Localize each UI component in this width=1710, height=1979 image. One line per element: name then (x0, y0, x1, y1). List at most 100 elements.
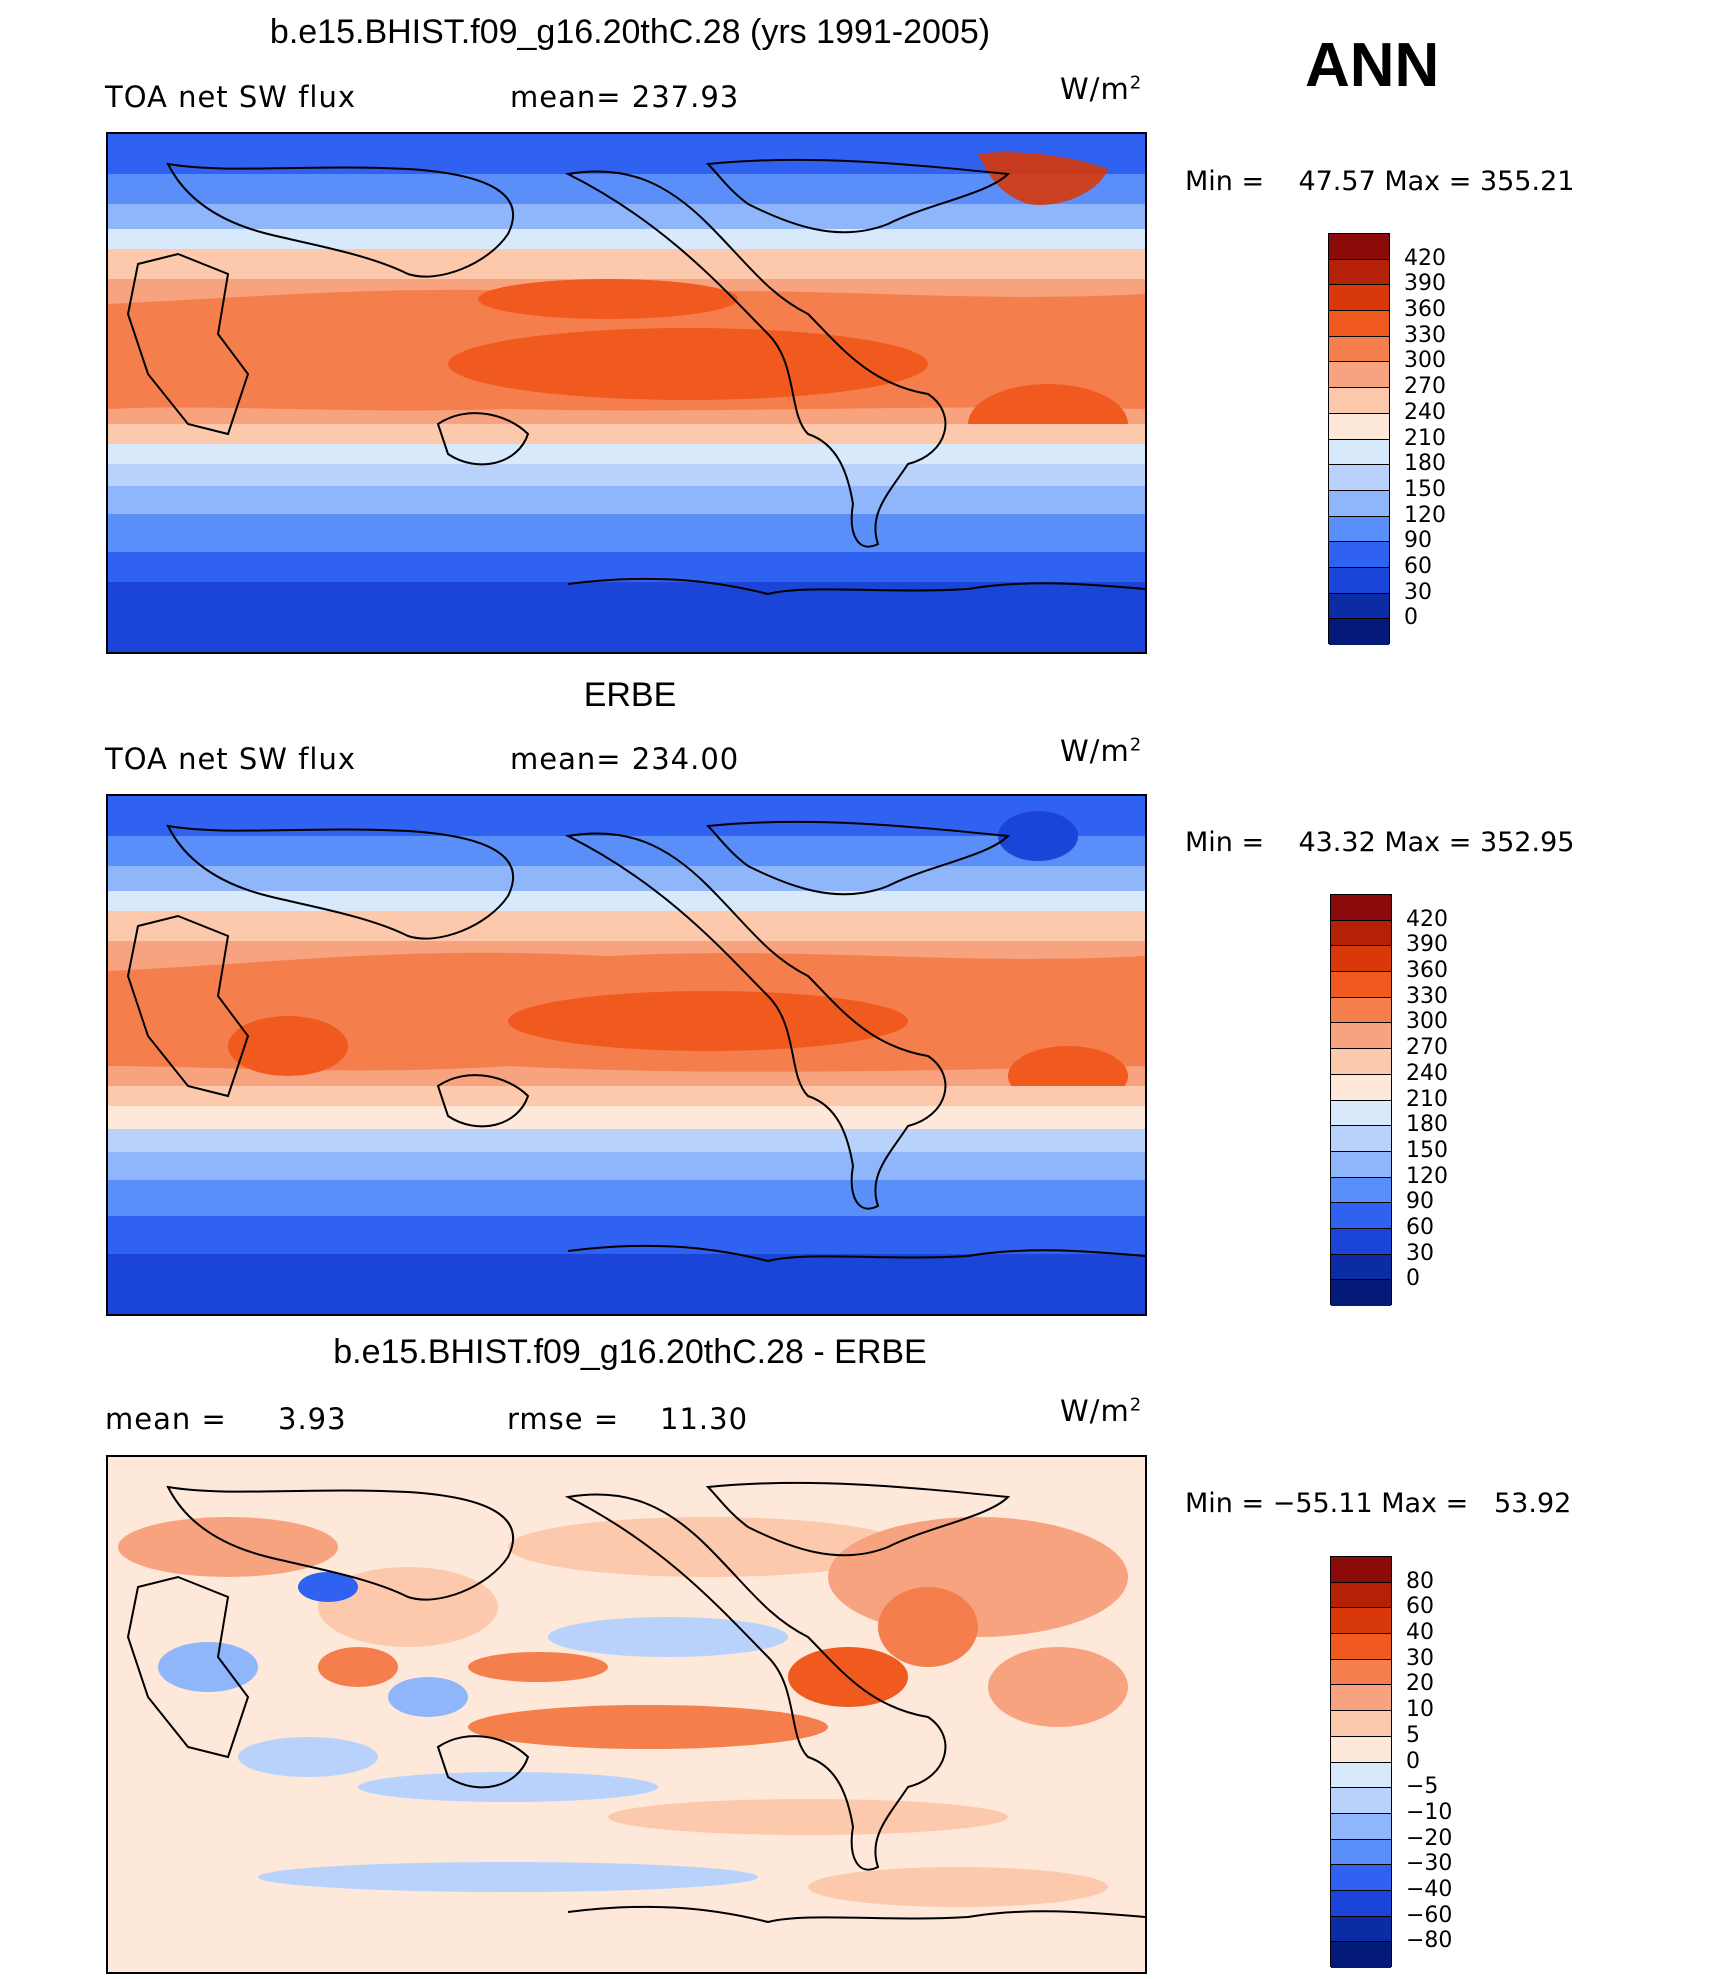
colorbar-swatch (1329, 490, 1389, 517)
colorbar-swatch (1331, 1659, 1391, 1686)
colorbar-tick-label: −5 (1406, 1774, 1439, 1800)
colorbar-swatch (1331, 946, 1391, 973)
panel-2-variable-label: TOA net SW flux (105, 742, 357, 776)
panel-1-map (106, 132, 1147, 654)
panel-3-map (106, 1455, 1147, 1974)
colorbar-swatch (1329, 593, 1389, 620)
colorbar-tick-label: 30 (1406, 1240, 1434, 1266)
colorbar-swatch (1331, 1557, 1391, 1583)
colorbar-tick-label: 420 (1404, 245, 1446, 271)
colorbar-tick-label: 180 (1406, 1112, 1448, 1138)
colorbar-tick-label: 30 (1404, 579, 1432, 605)
panel-2-title: ERBE (583, 676, 677, 714)
colorbar-swatch (1329, 465, 1389, 491)
colorbar-swatch (1331, 972, 1391, 998)
colorbar-swatch (1331, 1074, 1391, 1101)
difference-map (108, 1457, 1145, 1972)
colorbar-swatch (1331, 1126, 1391, 1152)
colorbar-tick-label: 150 (1404, 476, 1446, 502)
colorbar-tick-label: 270 (1406, 1035, 1448, 1061)
colorbar-tick-label: 120 (1406, 1163, 1448, 1189)
panel-1-units: W/m2 (1060, 72, 1143, 106)
colorbar-swatch (1331, 1100, 1391, 1127)
colorbar-tick-label: 120 (1404, 502, 1446, 528)
colorbar-tick-label: 390 (1406, 932, 1448, 958)
colorbar-swatch (1331, 1634, 1391, 1660)
colorbar-tick-label: 210 (1404, 425, 1446, 451)
season-label: ANN (1305, 31, 1440, 100)
colorbar-swatch (1329, 285, 1389, 312)
colorbar-tick-label: 60 (1406, 1594, 1434, 1620)
colorbar-tick-label: 360 (1406, 958, 1448, 984)
colorbar-tick-label: 300 (1406, 1009, 1448, 1035)
colorbar-swatch (1331, 1203, 1391, 1229)
colorbar-swatch (1331, 895, 1391, 921)
colorbar-swatch (1329, 516, 1389, 543)
colorbar-swatch (1331, 1685, 1391, 1712)
colorbar-swatch (1331, 1813, 1391, 1840)
panel-3-mean-label: mean = (105, 1402, 227, 1436)
colorbar-tick-label: 300 (1404, 348, 1446, 374)
colorbar-swatch (1329, 439, 1389, 466)
colorbar-swatch (1331, 1177, 1391, 1204)
panel-3-minmax: Min = −55.11 Max = 53.92 (1185, 1488, 1572, 1519)
colorbar-swatch (1329, 388, 1389, 414)
panel-1-mean-label: mean= 237.93 (510, 80, 740, 114)
colorbar-tick-label: 90 (1404, 528, 1432, 554)
panel-3-title: b.e15.BHIST.f09_g16.20thC.28 - ERBE (333, 1333, 927, 1371)
colorbar-tick-label: −60 (1406, 1902, 1453, 1928)
colorbar-tick-label: 240 (1406, 1060, 1448, 1086)
colorbar-swatch (1331, 1762, 1391, 1789)
colorbar-tick-label: 60 (1406, 1214, 1434, 1240)
colorbar-tick-label: 40 (1406, 1620, 1434, 1646)
colorbar-tick-label: 180 (1404, 451, 1446, 477)
colorbar-swatch (1331, 1608, 1391, 1635)
colorbar-tick-label: −30 (1406, 1851, 1453, 1877)
panel-3-units: W/m2 (1060, 1394, 1143, 1428)
colorbar-tick-label: −80 (1406, 1928, 1453, 1954)
colorbar-swatch (1331, 920, 1391, 947)
colorbar-tick-label: 210 (1406, 1086, 1448, 1112)
colorbar-tick-label: 330 (1404, 322, 1446, 348)
panel-2-map (106, 794, 1147, 1316)
colorbar-swatch (1329, 336, 1389, 363)
colorbar-swatch (1331, 1839, 1391, 1866)
colorbar-swatch (1329, 259, 1389, 286)
colorbar-tick-label: 390 (1404, 271, 1446, 297)
colorbar-tick-label: 20 (1406, 1671, 1434, 1697)
panel-1-title: b.e15.BHIST.f09_g16.20thC.28 (yrs 1991-2… (269, 13, 991, 51)
colorbar-swatch (1331, 1151, 1391, 1178)
colorbar-tick-label: 10 (1406, 1697, 1434, 1723)
colorbar-swatch (1331, 1254, 1391, 1281)
panel-2-minmax: Min = 43.32 Max = 352.95 (1185, 827, 1575, 858)
panel-2-units: W/m2 (1060, 734, 1143, 768)
colorbar-swatch (1331, 1049, 1391, 1075)
colorbar-swatch (1329, 362, 1389, 389)
colorbar-tick-label: 150 (1406, 1137, 1448, 1163)
colorbar-swatch (1331, 997, 1391, 1024)
colorbar-swatch (1331, 1023, 1391, 1050)
colorbar-swatch (1329, 567, 1389, 594)
colorbar-tick-label: 0 (1404, 605, 1418, 631)
colorbar-swatch (1329, 413, 1389, 440)
colorbar-swatch (1331, 1280, 1391, 1306)
colorbar-swatch (1331, 1711, 1391, 1737)
colorbar-tick-label: 240 (1404, 399, 1446, 425)
obs-flux-map (108, 796, 1145, 1314)
panel-1-minmax: Min = 47.57 Max = 355.21 (1185, 166, 1575, 197)
colorbar-swatch (1331, 1865, 1391, 1891)
colorbar-tick-label: 330 (1406, 983, 1448, 1009)
colorbar-tick-label: 360 (1404, 297, 1446, 323)
panel-2-mean-label: mean= 234.00 (510, 742, 740, 776)
colorbar-tick-label: −10 (1406, 1799, 1453, 1825)
colorbar-swatch (1329, 542, 1389, 568)
colorbar-swatch (1329, 311, 1389, 337)
colorbar-tick-label: 270 (1404, 374, 1446, 400)
colorbar-tick-label: 0 (1406, 1266, 1420, 1292)
panel-1-colorbar (1328, 233, 1390, 645)
colorbar-swatch (1331, 1228, 1391, 1255)
colorbar-tick-label: 60 (1404, 553, 1432, 579)
panel-3-rmse-label: rmse = (507, 1402, 620, 1436)
model-flux-map (108, 134, 1145, 652)
panel-2-colorbar (1330, 894, 1392, 1306)
